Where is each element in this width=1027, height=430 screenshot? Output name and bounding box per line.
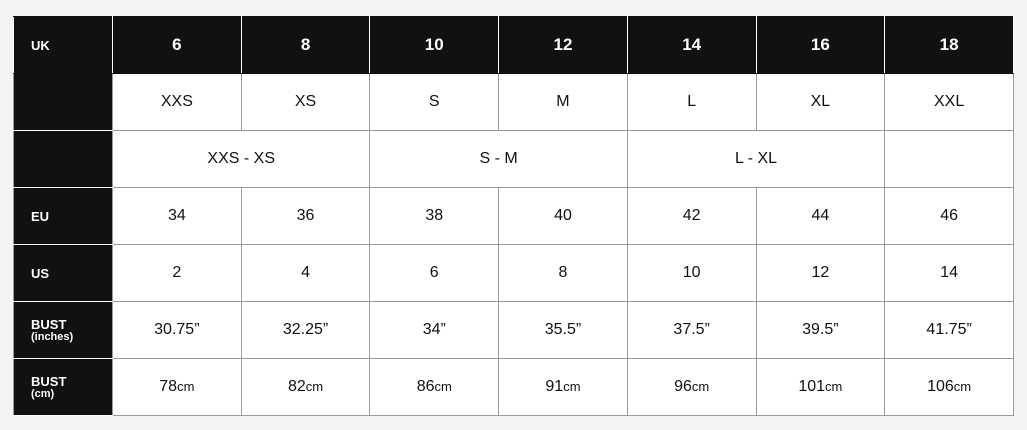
- cell: 6: [369, 244, 500, 302]
- cell: [884, 130, 1014, 188]
- row-label-bust-cm: BUST (cm): [13, 358, 113, 416]
- bust-cm-row: BUST (cm) 78cm 82cm 86cm 91cm 96cm 101cm …: [13, 358, 1014, 416]
- cell: 101cm: [755, 358, 886, 416]
- value: 78: [159, 378, 178, 395]
- unit: cm: [825, 379, 843, 394]
- cell: XXS - XS: [111, 130, 371, 188]
- uk-size: 14: [626, 16, 757, 74]
- uk-size: 8: [240, 16, 371, 74]
- cell: 4: [240, 244, 371, 302]
- value: 96: [674, 378, 692, 395]
- row-label-bust-inches: BUST (inches): [13, 301, 113, 359]
- cell: 42: [626, 187, 757, 245]
- uk-size: 16: [755, 16, 886, 74]
- uk-size: 6: [112, 16, 242, 74]
- uk-size: 18: [884, 16, 1014, 74]
- row-label-letter: [13, 73, 113, 131]
- cell: L: [626, 73, 757, 131]
- unit: cm: [305, 379, 324, 394]
- cell: 38: [369, 187, 500, 245]
- eu-row: EU 34 36 38 40 42 44 46: [13, 187, 1014, 245]
- unit: cm: [434, 379, 452, 394]
- cell: M: [498, 73, 628, 131]
- cell: S: [369, 73, 500, 131]
- cell: 78cm: [112, 358, 242, 416]
- cell: XXS: [112, 73, 242, 131]
- cell: 44: [755, 187, 886, 245]
- label: BUST: [31, 316, 67, 332]
- us-row: US 2 4 6 8 10 12 14: [13, 244, 1014, 302]
- cell: 2: [112, 244, 242, 302]
- cell: 35.5”: [498, 301, 628, 359]
- unit: cm: [953, 379, 972, 394]
- cell: 8: [498, 244, 628, 302]
- size-chart-table: UK 6 8 10 12 14 16 18 XXS XS S M L XL XX…: [13, 16, 1014, 416]
- cell: XL: [755, 73, 886, 131]
- bust-inches-row: BUST (inches) 30.75” 32.25” 34” 35.5” 37.…: [13, 301, 1014, 359]
- value: 101: [798, 378, 826, 395]
- sublabel: (inches): [31, 330, 74, 343]
- cell: XXL: [884, 73, 1014, 131]
- cell: 82cm: [240, 358, 371, 416]
- range-size-row: XXS - XS S - M L - XL: [13, 130, 1014, 188]
- cell: 32.25”: [240, 301, 371, 359]
- cell: 34: [112, 187, 242, 245]
- cell: 34”: [369, 301, 500, 359]
- uk-size: 12: [498, 16, 628, 74]
- uk-header-row: UK 6 8 10 12 14 16 18: [13, 16, 1014, 74]
- row-label-us: US: [13, 244, 113, 302]
- cell: L - XL: [626, 130, 886, 188]
- cell: 36: [240, 187, 371, 245]
- unit: cm: [563, 379, 581, 394]
- cell: 96cm: [626, 358, 757, 416]
- value: 91: [545, 378, 564, 395]
- row-label-uk: UK: [13, 16, 113, 74]
- unit: cm: [691, 379, 710, 394]
- sublabel: (cm): [31, 387, 55, 400]
- cell: 106cm: [884, 358, 1014, 416]
- value: 86: [416, 378, 435, 395]
- value: 82: [287, 378, 306, 395]
- row-label-eu: EU: [13, 187, 113, 245]
- cell: 91cm: [498, 358, 628, 416]
- row-label-range: [13, 130, 113, 188]
- cell: 30.75”: [112, 301, 242, 359]
- cell: 46: [884, 187, 1014, 245]
- cell: 39.5”: [755, 301, 886, 359]
- letter-size-row: XXS XS S M L XL XXL: [13, 73, 1014, 131]
- cell: 12: [755, 244, 886, 302]
- cell: 40: [498, 187, 628, 245]
- value: 106: [927, 378, 954, 395]
- cell: XS: [240, 73, 371, 131]
- unit: cm: [177, 379, 195, 394]
- cell: 37.5”: [626, 301, 757, 359]
- cell: S - M: [369, 130, 628, 188]
- cell: 10: [626, 244, 757, 302]
- cell: 86cm: [369, 358, 500, 416]
- label: BUST: [31, 373, 67, 389]
- cell: 41.75”: [884, 301, 1014, 359]
- cell: 14: [884, 244, 1014, 302]
- uk-size: 10: [369, 16, 500, 74]
